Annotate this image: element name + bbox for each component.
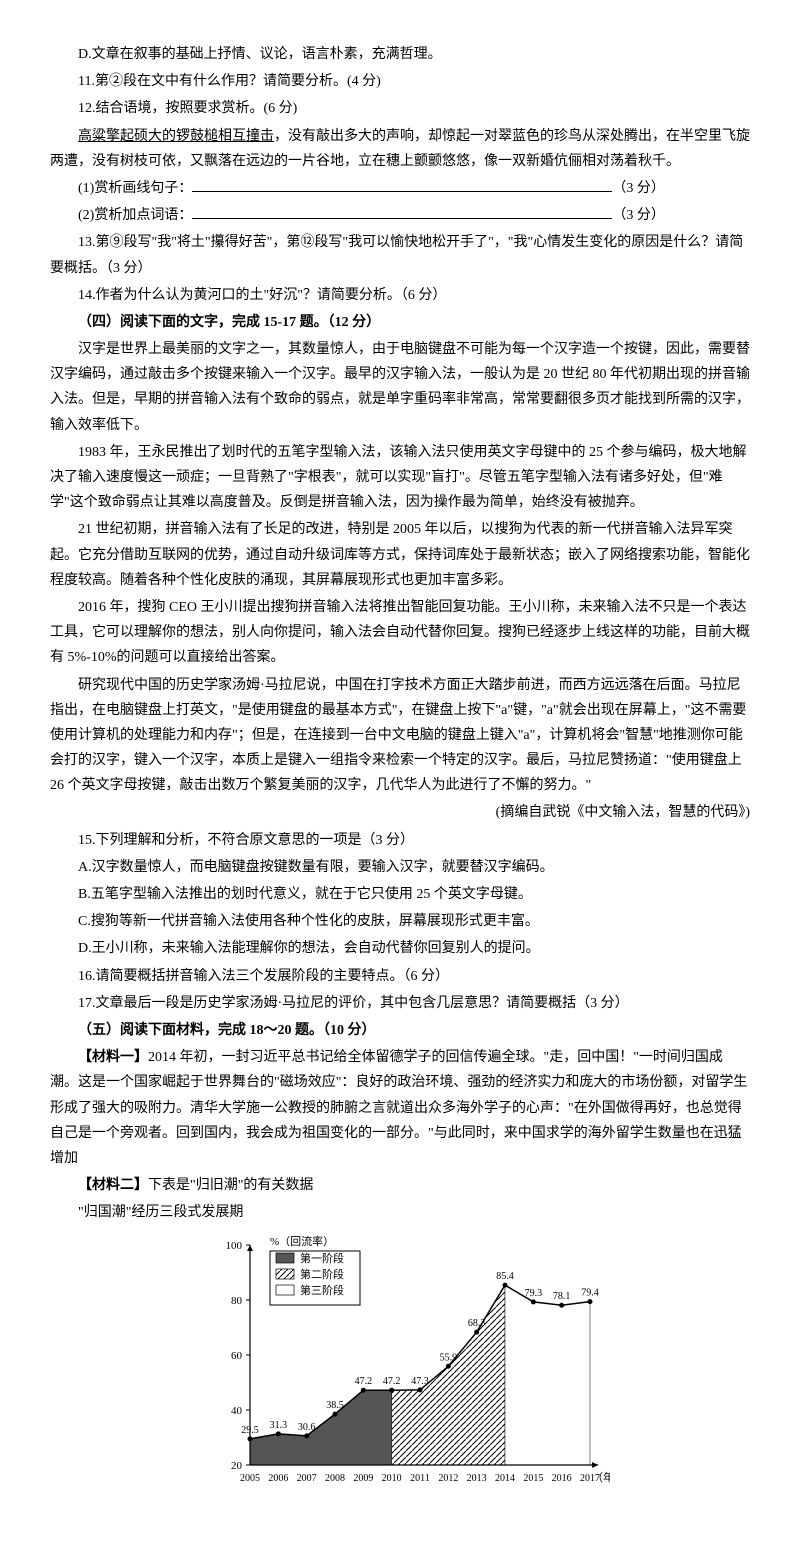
svg-text:2010: 2010 xyxy=(382,1473,402,1484)
q15-c: C.搜狗等新一代拼音输入法使用各种个性化的皮肤，屏幕展现形式更丰富。 xyxy=(50,909,750,934)
svg-text:2005: 2005 xyxy=(240,1473,260,1484)
q12: 12.结合语境，按照要求赏析。(6 分) xyxy=(50,96,750,121)
svg-text:38.5: 38.5 xyxy=(326,1401,344,1412)
svg-text:（年份）: （年份） xyxy=(592,1470,610,1484)
material-1: 【材料一】2014 年初，一封习近平总书记给全体留德学子的回信传遍全球。"走，回… xyxy=(50,1045,750,1171)
svg-text:第二阶段: 第二阶段 xyxy=(300,1267,344,1281)
material-2-label: 【材料二】 xyxy=(78,1178,148,1193)
svg-text:40: 40 xyxy=(231,1405,243,1417)
section-4-heading: （四）阅读下面的文字，完成 15-17 题。（12 分） xyxy=(50,310,750,335)
chart-svg: 20 40 60 80 100 %（回流率） 2005 2006 2007 2008 2009 201… xyxy=(190,1235,610,1495)
passage-p2: 1983 年，王永民推出了划时代的五笔字型输入法，该输入法只使用英文字母键中的 … xyxy=(50,440,750,516)
svg-text:第一阶段: 第一阶段 xyxy=(300,1251,344,1265)
svg-text:2012: 2012 xyxy=(438,1473,458,1484)
q15-b: B.五笔字型输入法推出的划时代意义，就在于它只使用 25 个英文字母键。 xyxy=(50,882,750,907)
svg-text:2015: 2015 xyxy=(523,1473,543,1484)
section-5-heading: （五）阅读下面材料，完成 18～20 题。（10 分） xyxy=(50,1018,750,1043)
svg-text:2013: 2013 xyxy=(467,1473,487,1484)
svg-text:79.4: 79.4 xyxy=(581,1288,599,1299)
q15: 15.下列理解和分析，不符合原文意思的一项是（3 分） xyxy=(50,828,750,853)
svg-text:2009: 2009 xyxy=(353,1473,373,1484)
svg-text:68.3: 68.3 xyxy=(468,1319,486,1330)
svg-text:2016: 2016 xyxy=(552,1473,572,1484)
passage-p1: 汉字是世界上最美丽的文字之一，其数量惊人，由于电脑键盘不可能为每一个汉字造一个按… xyxy=(50,337,750,438)
svg-text:60: 60 xyxy=(231,1350,243,1362)
svg-text:31.3: 31.3 xyxy=(270,1420,288,1431)
svg-text:47.3: 47.3 xyxy=(411,1376,429,1387)
svg-text:47.2: 47.2 xyxy=(383,1377,401,1388)
q13: 13.第⑨段写"我"将土"攥得好苦"，第⑫段写"我可以愉快地松开手了"，"我"心… xyxy=(50,230,750,280)
material-1-label: 【材料一】 xyxy=(78,1050,148,1065)
source-citation: (摘编自武锐《中文输入法，智慧的代码》) xyxy=(50,800,750,825)
svg-text:79.3: 79.3 xyxy=(525,1288,543,1299)
svg-text:2007: 2007 xyxy=(297,1473,317,1484)
svg-text:55.9: 55.9 xyxy=(440,1353,458,1364)
svg-text:%（回流率）: %（回流率） xyxy=(270,1235,334,1248)
passage-p3: 21 世纪初期，拼音输入法有了长足的改进，特别是 2005 年以后，以搜狗为代表… xyxy=(50,517,750,593)
svg-text:47.2: 47.2 xyxy=(355,1377,373,1388)
q12-2: (2)赏析加点词语：（3 分） xyxy=(50,203,750,228)
q11: 11.第②段在文中有什么作用？请简要分析。(4 分) xyxy=(50,69,750,94)
q15-d: D.王小川称，未来输入法能理解你的想法，会自动代替你回复别人的提问。 xyxy=(50,936,750,961)
q15-a: A.汉字数量惊人，而电脑键盘按键数量有限，要输入汉字，就要替汉字编码。 xyxy=(50,855,750,880)
q14: 14.作者为什么认为黄河口的土"好沉"？请简要分析。（6 分） xyxy=(50,283,750,308)
material-2: 【材料二】下表是"归旧潮"的有关数据 xyxy=(50,1173,750,1198)
return-rate-chart: 20 40 60 80 100 %（回流率） 2005 2006 2007 2008 2009 201… xyxy=(50,1235,750,1504)
svg-text:2014: 2014 xyxy=(495,1473,515,1484)
passage-p5: 研究现代中国的历史学家汤姆·马拉尼说，中国在打字技术方面正大踏步前进，而西方远远… xyxy=(50,673,750,799)
svg-text:20: 20 xyxy=(231,1460,243,1472)
svg-text:2008: 2008 xyxy=(325,1473,345,1484)
svg-text:30.6: 30.6 xyxy=(298,1422,316,1433)
q16: 16.请简要概括拼音输入法三个发展阶段的主要特点。（6 分） xyxy=(50,964,750,989)
svg-text:2011: 2011 xyxy=(410,1473,430,1484)
q17: 17.文章最后一段是历史学家汤姆·马拉尼的评价，其中包含几层意思？请简要概括（3… xyxy=(50,991,750,1016)
underlined-text: 高粱擎起硕大的锣鼓槌相互撞击 xyxy=(78,129,274,144)
material-1-body: 2014 年初，一封习近平总书记给全体留德学子的回信传遍全球。"走，回中国！"一… xyxy=(50,1050,747,1166)
q12-1: (1)赏析画线句子：（3 分） xyxy=(50,176,750,201)
svg-text:第三阶段: 第三阶段 xyxy=(300,1283,344,1297)
svg-text:100: 100 xyxy=(226,1240,243,1252)
material-2-caption: "归国潮"经历三段式发展期 xyxy=(50,1200,750,1225)
option-d: D.文章在叙事的基础上抒情、议论，语言朴素，充满哲理。 xyxy=(50,42,750,67)
svg-text:78.1: 78.1 xyxy=(553,1292,571,1303)
material-2-body: 下表是"归旧潮"的有关数据 xyxy=(148,1178,313,1193)
svg-text:2006: 2006 xyxy=(268,1473,288,1484)
svg-text:80: 80 xyxy=(231,1295,243,1307)
quote-passage: 高粱擎起硕大的锣鼓槌相互撞击，没有敲出多大的声响，却惊起一对翠蓝色的珍鸟从深处腾… xyxy=(50,124,750,174)
passage-p4: 2016 年，搜狗 CEO 王小川提出搜狗拼音输入法将推出智能回复功能。王小川称… xyxy=(50,595,750,671)
svg-text:85.4: 85.4 xyxy=(496,1272,514,1283)
